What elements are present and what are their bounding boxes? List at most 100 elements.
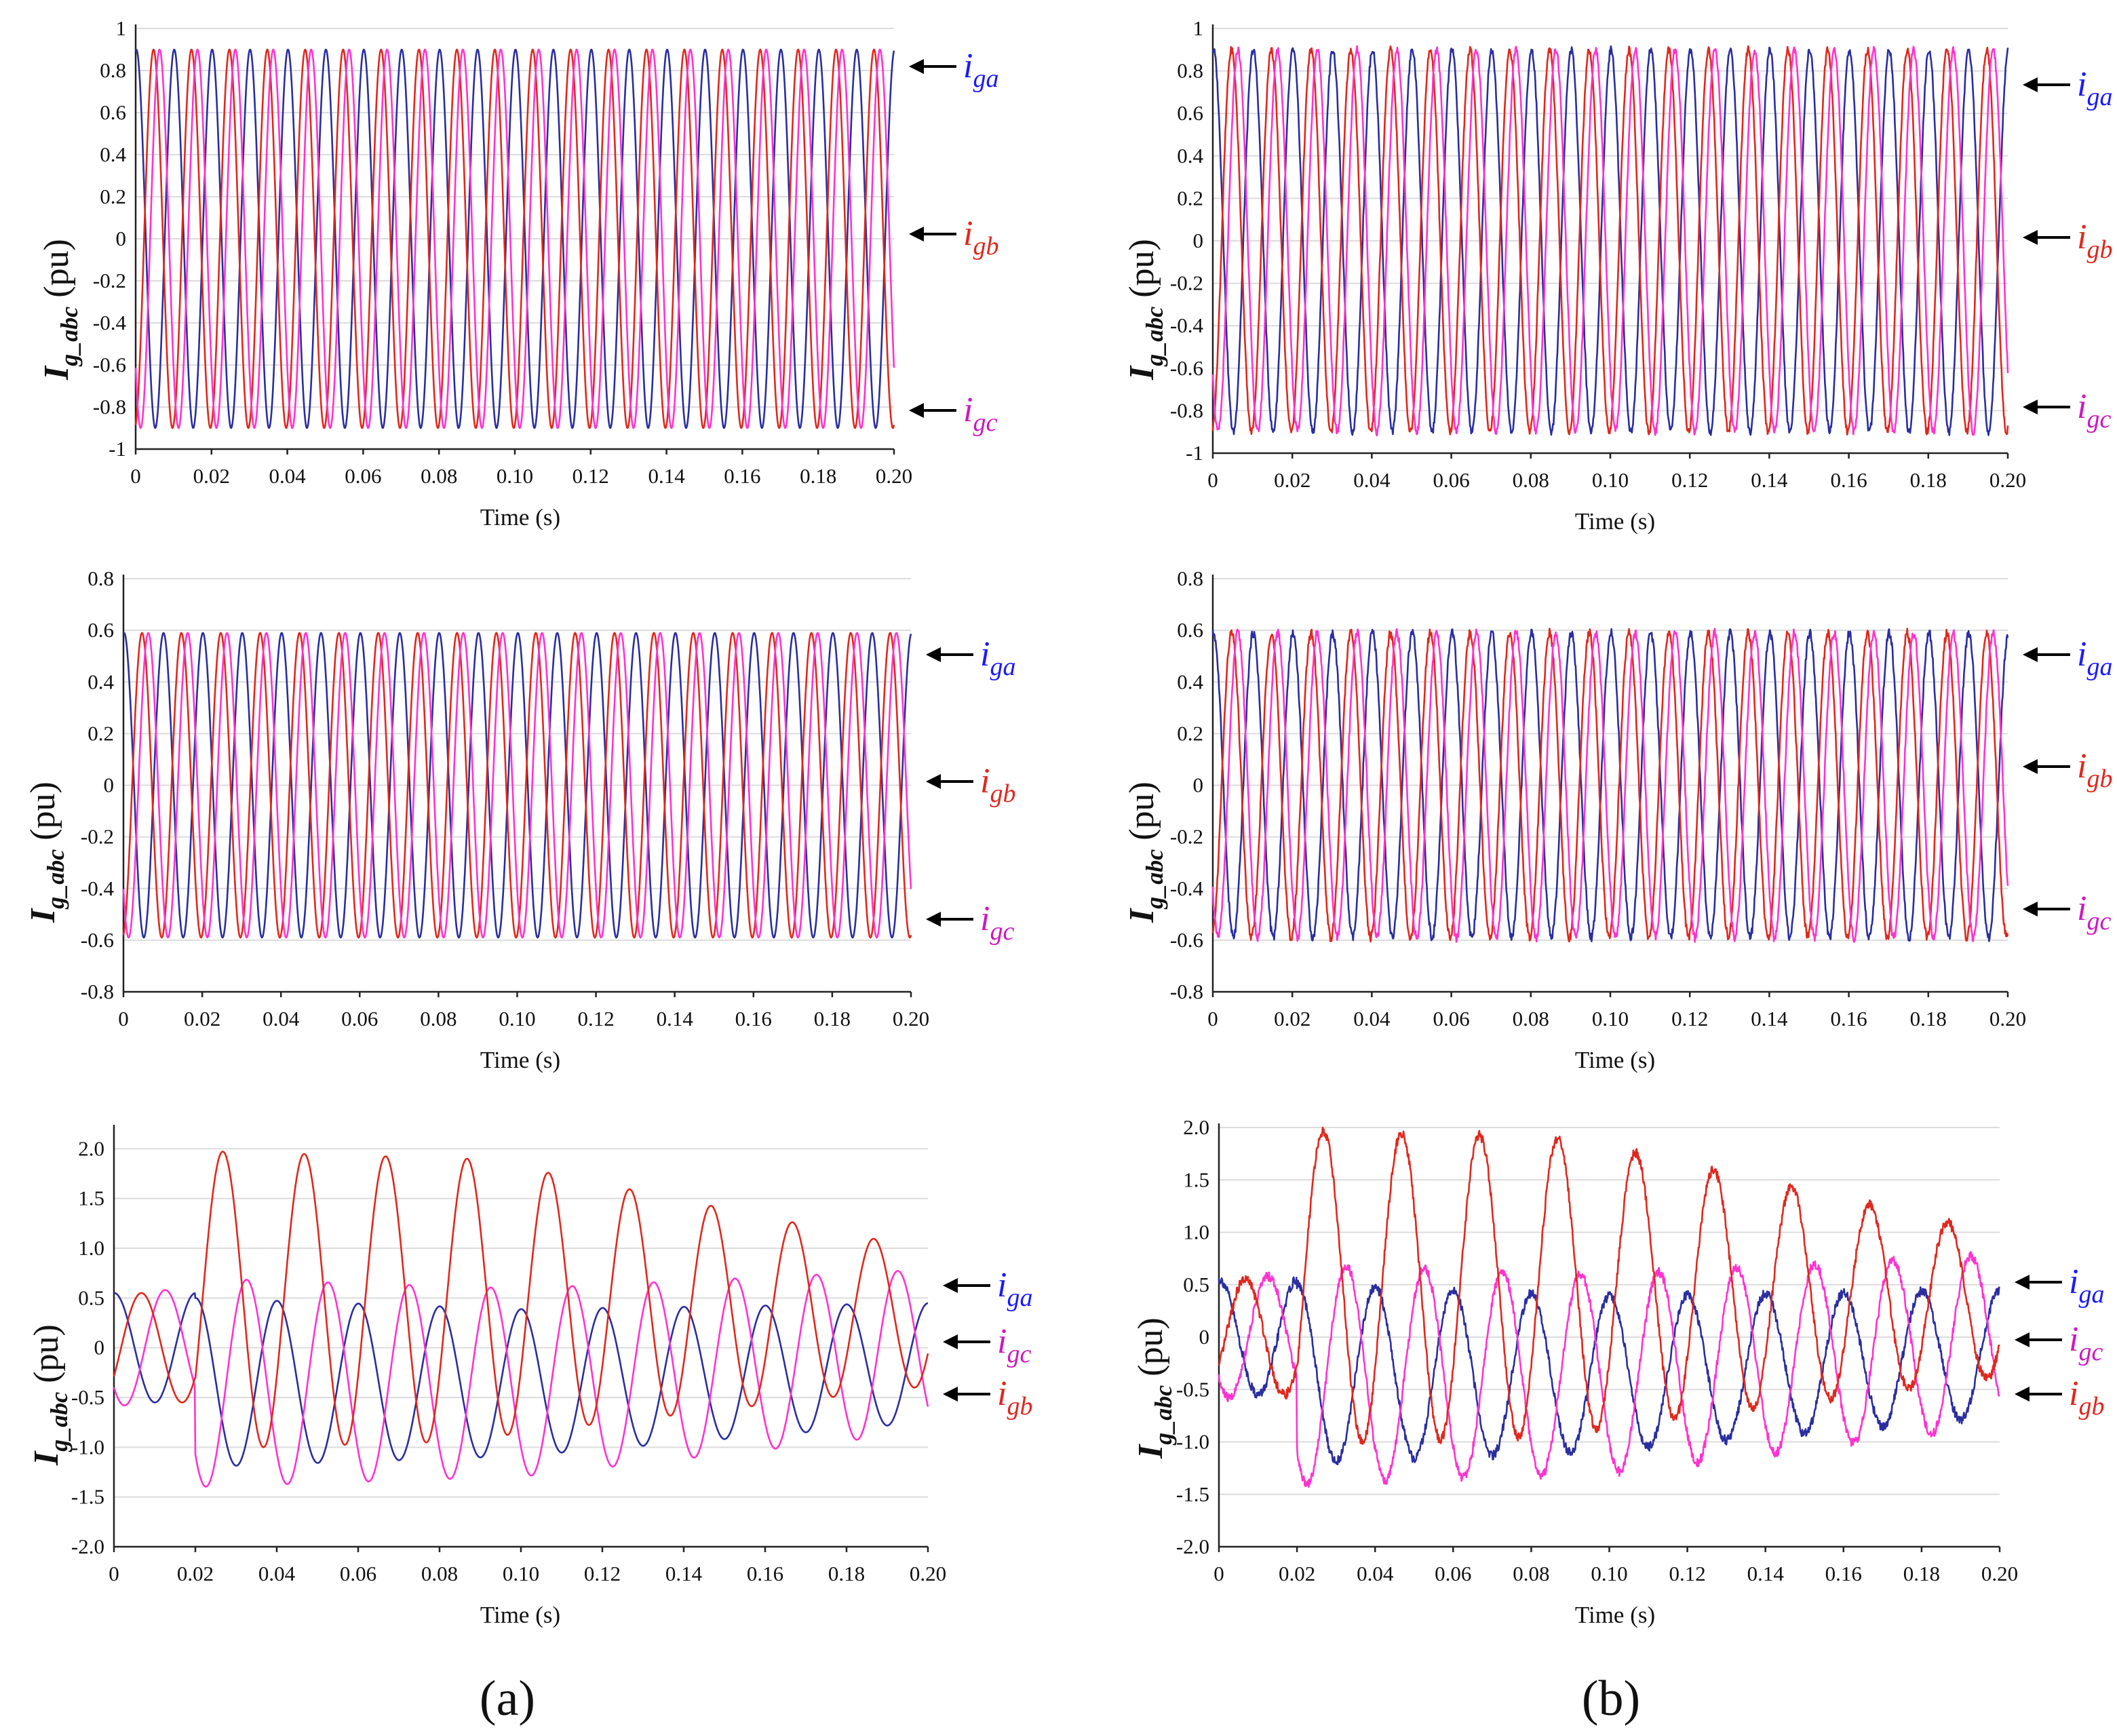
x-tick-label: 0.02 [1274,468,1310,492]
y-tick-label: 0.2 [1177,186,1203,210]
legend-arrowhead [2023,759,2038,774]
legend-label-i-gb: igb [2077,218,2112,264]
x-tick-label: 0.12 [572,464,609,488]
legend-arrowhead [2023,230,2038,245]
legend-arrowhead [926,647,941,662]
y-tick-label: 2.0 [1183,1115,1209,1139]
chart-b3: 2.01.51.00.50-0.5-1.0-1.5-2.00 0.02 0.04 0.… [1131,1115,2104,1628]
legend-label-i-gb: igb [2077,747,2112,793]
y-tick-label: 0 [116,227,127,250]
x-tick-label: 0.18 [800,464,836,488]
x-tick-label: 0.16 [724,464,760,488]
y-tick-label: 0.5 [1183,1273,1209,1296]
x-tick-label: 0 [109,1562,119,1585]
x-tick-label: 0.20 [910,1562,946,1585]
y-tick-label: -0.8 [81,980,114,1003]
x-tick-label: 0.10 [499,1007,535,1030]
y-axis-label: Ig_abc (pu) [1123,239,1168,381]
x-tick-label: 0 [1213,1562,1224,1585]
series-line-i-gc [1211,628,2009,943]
legend-label-i-gc: igc [2069,1320,2103,1366]
legend-arrowhead [926,912,941,927]
x-tick-label: 0.18 [828,1562,865,1585]
legend-arrowhead [943,1387,958,1402]
y-tick-label: 1.0 [78,1236,104,1260]
y-tick-label: -2.0 [1176,1535,1209,1558]
legend-label-i-gc: igc [963,391,997,437]
y-tick-label: 0.2 [100,185,126,208]
legend-arrowhead [2023,647,2038,662]
y-tick-label: -0.2 [1170,825,1203,849]
y-tick-label: 0.2 [88,721,114,745]
y-tick-label: -0.4 [93,311,127,334]
series-line-i-gb [1211,628,2009,943]
x-tick-label: 0.06 [1435,1562,1471,1585]
legend-label-i-gc: igc [980,900,1014,946]
x-tick-label: 0 [1207,1007,1218,1030]
x-tick-label: 0.08 [1513,1007,1549,1030]
series-line-i-gb [122,632,912,939]
legend-arrowhead [2015,1332,2029,1347]
x-tick-label: 0.12 [577,1007,614,1030]
series-line-i-gc [134,48,895,429]
x-tick-label: 0.18 [1910,1007,1947,1030]
y-tick-label: 0.8 [88,566,114,590]
y-tick-label: 1.0 [1183,1220,1209,1244]
x-tick-label: 0.08 [1513,468,1549,492]
y-tick-label: 0.4 [100,142,126,166]
y-tick-label: -0.6 [81,928,114,952]
y-tick-label: 0 [1193,773,1204,797]
legend-arrowhead [943,1278,958,1293]
x-tick-label: 0.20 [1989,1007,2026,1030]
series-line-i-gb [1211,45,2009,436]
legend-label-i-gb: igb [963,214,998,261]
x-tick-label: 0.08 [421,464,457,488]
x-axis-label: Time (s) [1575,508,1655,535]
legend-arrowhead [2023,77,2038,92]
series-line-i-gc [113,1270,929,1488]
x-tick-label: 0.10 [1592,468,1629,492]
x-tick-label: 0.04 [1353,1007,1391,1030]
y-tick-label: -1.5 [71,1485,104,1509]
y-tick-label: -2.0 [71,1535,104,1558]
y-tick-label: -0.4 [1170,876,1204,900]
x-tick-label: 0.16 [1830,1007,1867,1030]
y-tick-label: 1 [1193,16,1204,40]
y-tick-label: 0.6 [1177,101,1203,125]
legend-arrowhead [909,403,924,418]
x-tick-label: 0.14 [665,1562,703,1585]
series-line-i-ga [113,1292,929,1467]
x-axis-label: Time (s) [1575,1602,1655,1628]
y-tick-label: 0.5 [78,1286,104,1309]
x-tick-label: 0.02 [193,464,230,488]
legend-label-i-ga: iga [963,47,998,93]
series-line-i-gb [113,1151,929,1448]
legend-label-i-gc: igc [2077,387,2111,433]
y-tick-label: 0.4 [1177,144,1203,168]
y-tick-label: 1 [116,16,127,40]
y-tick-label: 0.8 [1177,59,1203,83]
x-tick-label: 0.20 [876,464,912,488]
x-axis-label: Time (s) [1575,1047,1655,1073]
legend-label-i-gb: igb [980,762,1015,808]
x-tick-label: 0.06 [340,1562,376,1585]
legend-label-i-ga: iga [2069,1262,2104,1309]
x-tick-label: 0.16 [1830,468,1867,492]
x-tick-label: 0 [118,1007,129,1030]
x-tick-label: 0.04 [1357,1562,1394,1585]
x-tick-label: 0.06 [345,464,381,488]
y-tick-label: 0.2 [1177,721,1203,745]
x-tick-label: 0.10 [503,1562,539,1585]
series-line-i-gc [1218,1251,2001,1488]
legend-label-i-gc: igc [997,1322,1031,1368]
legend-label-i-gc: igc [2077,889,2111,935]
y-tick-label: 1.5 [1183,1168,1209,1191]
y-tick-label: -0.6 [1170,928,1203,952]
chart-a2: 0.80.60.40.20-0.2-0.4-0.6-0.80 0.02 0.04 0.… [24,566,1015,1073]
y-tick-label: 0.6 [88,618,114,642]
x-tick-label: 0.10 [1591,1562,1627,1585]
x-tick-label: 0.04 [1353,468,1391,492]
y-tick-label: -0.8 [1170,980,1203,1003]
chart-a1: 10.80.60.40.20-0.2-0.4-0.6-0.8-10 0.02 0.0… [37,16,998,531]
